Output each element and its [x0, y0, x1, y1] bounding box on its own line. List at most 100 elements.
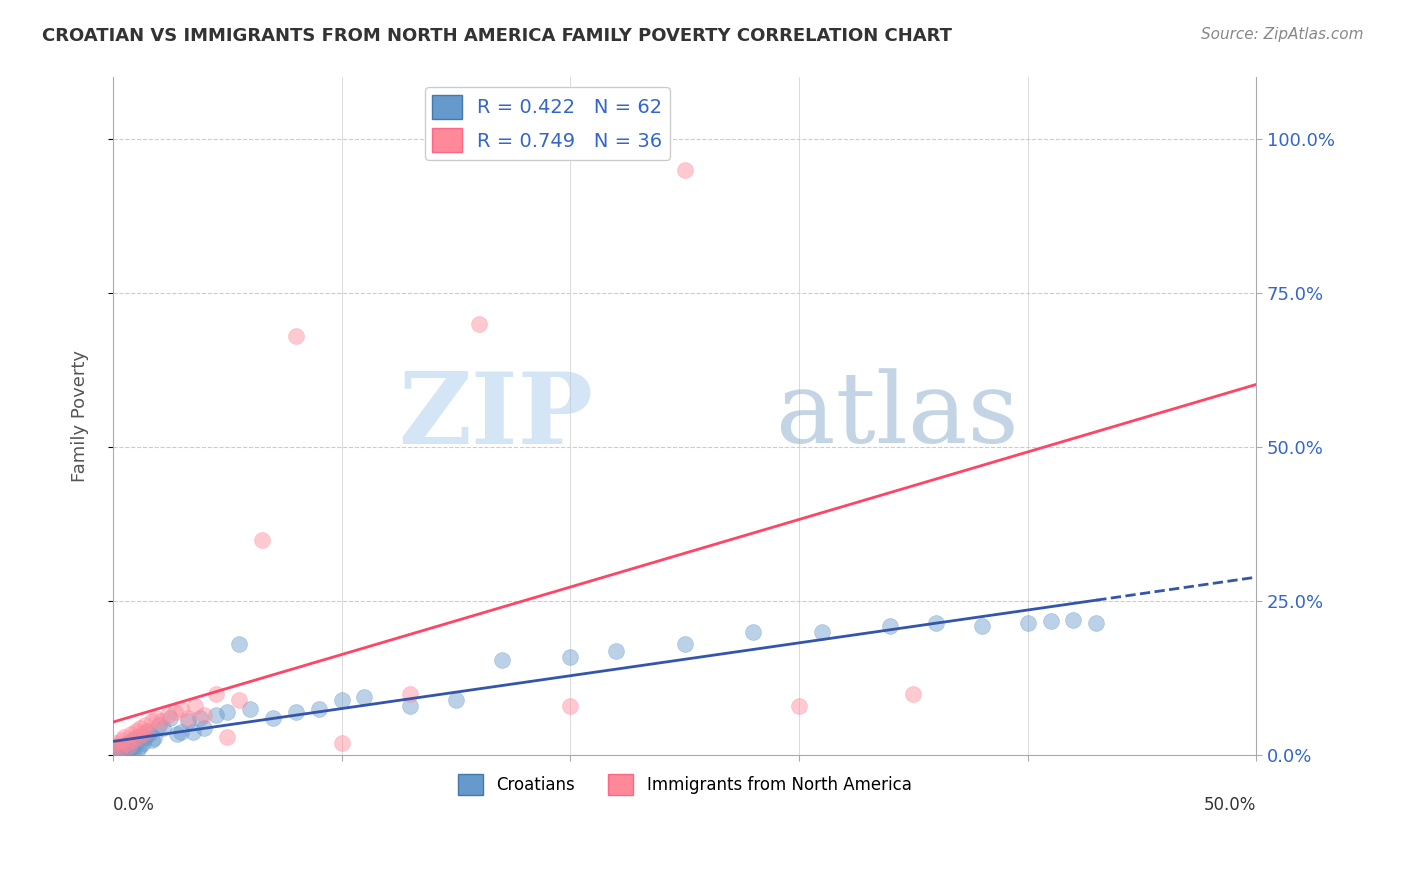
Point [107, 747, 129, 761]
Point [104, 745, 127, 759]
Point [108, 746, 131, 760]
Point [399, 699, 422, 714]
Point [1085, 615, 1108, 630]
Point [284, 329, 307, 343]
Point [170, 725, 193, 739]
Point [120, 741, 142, 756]
Point [141, 733, 163, 747]
Point [122, 733, 145, 747]
Y-axis label: Family Poverty: Family Poverty [72, 351, 89, 483]
Point [399, 687, 422, 701]
Point [145, 711, 167, 725]
Point [353, 690, 375, 704]
Point [107, 743, 129, 757]
Point [444, 693, 467, 707]
Point [134, 730, 156, 744]
Point [112, 744, 135, 758]
Point [112, 739, 135, 753]
Point [184, 699, 207, 714]
Point [131, 727, 153, 741]
Point [605, 643, 627, 657]
Point [1039, 614, 1062, 628]
Point [127, 742, 149, 756]
Text: Source: ZipAtlas.com: Source: ZipAtlas.com [1201, 27, 1364, 42]
Text: ZIP: ZIP [398, 368, 593, 465]
Point [115, 737, 138, 751]
Point [115, 736, 138, 750]
Point [125, 730, 148, 744]
Point [134, 717, 156, 731]
Point [879, 619, 901, 633]
Point [143, 731, 166, 745]
Point [108, 742, 131, 756]
Point [122, 733, 145, 747]
Point [925, 615, 948, 630]
Point [177, 711, 200, 725]
Point [228, 637, 250, 651]
Point [107, 739, 129, 753]
Point [136, 723, 159, 738]
Point [284, 705, 307, 719]
Text: 50.0%: 50.0% [1204, 796, 1257, 814]
Point [112, 730, 135, 744]
Point [120, 727, 142, 741]
Point [112, 747, 135, 761]
Point [970, 619, 993, 633]
Point [120, 735, 142, 749]
Point [104, 736, 127, 750]
Point [742, 625, 765, 640]
Point [193, 721, 215, 735]
Point [491, 653, 513, 667]
Point [127, 730, 149, 744]
Point [1062, 613, 1084, 627]
Point [118, 745, 141, 759]
Point [115, 746, 138, 760]
Point [125, 723, 148, 738]
Point [115, 742, 138, 756]
Point [228, 693, 250, 707]
Point [148, 717, 170, 731]
Point [159, 711, 181, 725]
Point [468, 317, 491, 331]
Text: 0.0%: 0.0% [112, 796, 155, 814]
Point [108, 742, 131, 756]
Point [152, 721, 174, 735]
Point [217, 705, 239, 719]
Text: CROATIAN VS IMMIGRANTS FROM NORTH AMERICA FAMILY POVERTY CORRELATION CHART: CROATIAN VS IMMIGRANTS FROM NORTH AMERIC… [42, 27, 952, 45]
Point [204, 708, 226, 723]
Text: atlas: atlas [776, 368, 1019, 465]
Point [560, 699, 582, 714]
Point [156, 708, 179, 723]
Point [138, 727, 160, 741]
Point [262, 711, 284, 725]
Point [188, 711, 211, 725]
Point [903, 687, 925, 701]
Point [181, 725, 204, 739]
Point [149, 714, 172, 729]
Point [560, 649, 582, 664]
Point [239, 702, 262, 716]
Point [170, 702, 193, 716]
Point [177, 714, 200, 729]
Point [163, 705, 186, 719]
Point [118, 736, 141, 750]
Point [141, 714, 163, 729]
Point [330, 693, 353, 707]
Point [787, 699, 810, 714]
Point [250, 533, 273, 547]
Point [811, 625, 834, 640]
Point [131, 736, 153, 750]
Point [673, 162, 696, 177]
Point [129, 721, 152, 735]
Point [129, 739, 152, 753]
Point [673, 637, 696, 651]
Point [125, 737, 148, 751]
Point [118, 739, 141, 753]
Point [193, 708, 215, 723]
Point [111, 733, 134, 747]
Point [122, 743, 145, 757]
Legend: Croatians, Immigrants from North America: Croatians, Immigrants from North America [451, 768, 918, 801]
Point [204, 687, 226, 701]
Point [111, 741, 134, 756]
Point [330, 736, 353, 750]
